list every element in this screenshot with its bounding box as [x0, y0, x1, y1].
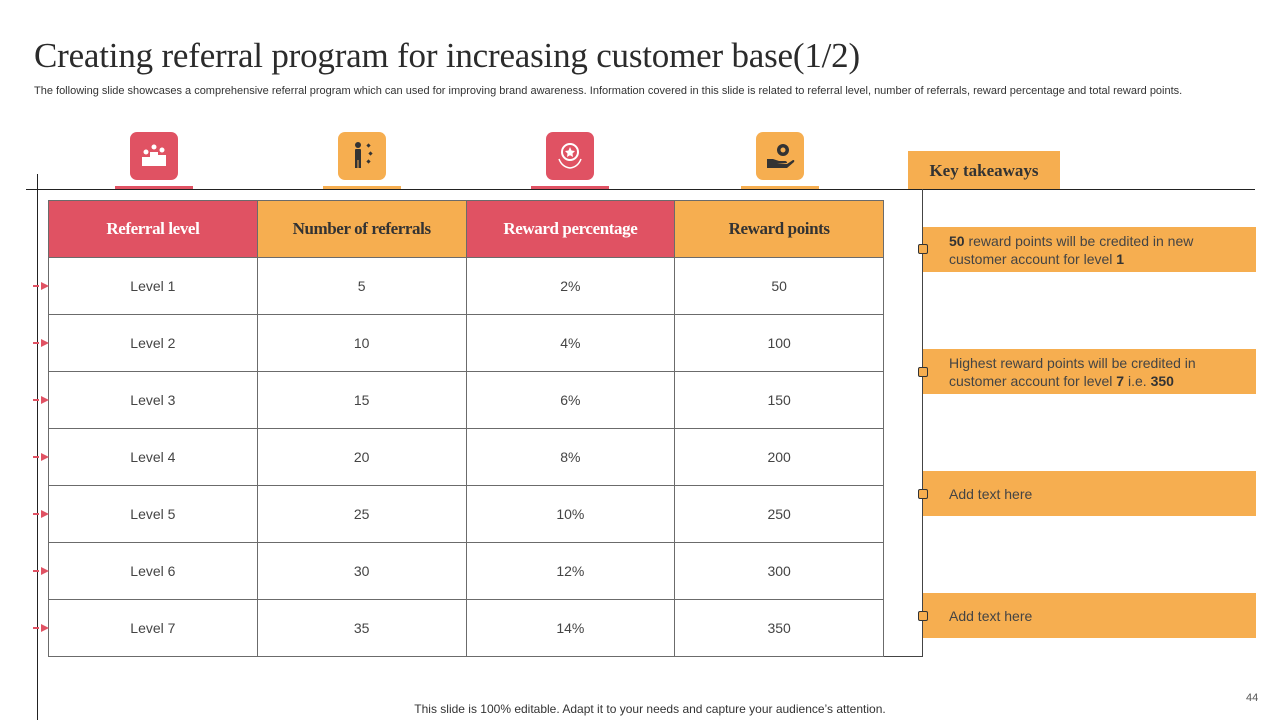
cell-points: 250 — [674, 485, 884, 543]
cell-referrals: 5 — [256, 257, 467, 315]
table-row: Level 7 35 14% 350 — [48, 599, 884, 657]
page-number: 44 — [1246, 692, 1259, 704]
cell-referrals: 15 — [256, 371, 467, 429]
cell-percentage: 12% — [465, 542, 676, 600]
takeaway-bullet-icon — [918, 611, 928, 621]
takeaway-bullet-icon — [918, 367, 928, 377]
cell-level: Level 3 — [48, 371, 258, 429]
takeaway-item: Highest reward points will be credited i… — [923, 349, 1256, 394]
cell-percentage: 6% — [465, 371, 676, 429]
takeaway-bullet-icon — [918, 244, 928, 254]
table-row: Level 1 5 2% 50 — [48, 257, 884, 315]
column-accent-bar — [115, 186, 193, 189]
cell-level: Level 7 — [48, 599, 258, 657]
cell-referrals: 30 — [256, 542, 467, 600]
row-marker-icon — [33, 282, 49, 290]
takeaway-bullet-icon — [918, 489, 928, 499]
takeaway-item: Add text here — [923, 593, 1256, 638]
header-reward-percentage: Reward percentage — [465, 200, 676, 258]
cell-points: 100 — [674, 314, 884, 372]
slide-title: Creating referral program for increasing… — [34, 36, 860, 75]
referral-table: Referral level Number of referrals Rewar… — [48, 200, 884, 657]
cell-referrals: 35 — [256, 599, 467, 657]
takeaways-divider — [922, 189, 923, 657]
takeaway-text: Highest reward points will be credited i… — [949, 354, 1196, 389]
takeaway-item: 50 reward points will be credited in new… — [923, 227, 1256, 272]
cell-points: 350 — [674, 599, 884, 657]
vertical-divider — [37, 174, 38, 720]
row-marker-icon — [33, 339, 49, 347]
cell-referrals: 10 — [256, 314, 467, 372]
header-number-of-referrals: Number of referrals — [256, 200, 467, 258]
row-marker-icon — [33, 624, 49, 632]
cell-level: Level 1 — [48, 257, 258, 315]
hand-gear-icon — [756, 132, 804, 180]
footer-note: This slide is 100% editable. Adapt it to… — [414, 702, 886, 716]
cell-points: 50 — [674, 257, 884, 315]
cell-level: Level 2 — [48, 314, 258, 372]
table-row: Level 6 30 12% 300 — [48, 542, 884, 600]
divider-tick — [883, 656, 923, 657]
horizontal-divider — [26, 189, 1255, 190]
cell-points: 200 — [674, 428, 884, 486]
cell-percentage: 8% — [465, 428, 676, 486]
header-referral-level: Referral level — [48, 200, 258, 258]
slide-subtitle: The following slide showcases a comprehe… — [34, 85, 1183, 97]
table-row: Level 3 15 6% 150 — [48, 371, 884, 429]
takeaway-text: Add text here — [949, 485, 1033, 502]
cell-percentage: 10% — [465, 485, 676, 543]
table-row: Level 2 10 4% 100 — [48, 314, 884, 372]
table-header-row: Referral level Number of referrals Rewar… — [48, 200, 884, 258]
key-takeaways-title: Key takeaways — [908, 151, 1060, 190]
column-accent-bar — [323, 186, 401, 189]
cell-points: 150 — [674, 371, 884, 429]
cell-percentage: 2% — [465, 257, 676, 315]
cell-percentage: 4% — [465, 314, 676, 372]
row-marker-icon — [33, 396, 49, 404]
table-row: Level 5 25 10% 250 — [48, 485, 884, 543]
takeaway-item: Add text here — [923, 471, 1256, 516]
takeaway-text: Add text here — [949, 607, 1033, 624]
cell-referrals: 20 — [256, 428, 467, 486]
cell-points: 300 — [674, 542, 884, 600]
row-marker-icon — [33, 453, 49, 461]
row-marker-icon — [33, 567, 49, 575]
cell-level: Level 4 — [48, 428, 258, 486]
person-steps-icon — [338, 132, 386, 180]
cell-level: Level 6 — [48, 542, 258, 600]
takeaway-text: 50 reward points will be credited in new… — [949, 232, 1194, 267]
column-accent-bar — [531, 186, 609, 189]
cell-percentage: 14% — [465, 599, 676, 657]
cell-level: Level 5 — [48, 485, 258, 543]
cell-referrals: 25 — [256, 485, 467, 543]
award-badge-icon — [546, 132, 594, 180]
row-marker-icon — [33, 510, 49, 518]
podium-icon — [130, 132, 178, 180]
column-accent-bar — [741, 186, 819, 189]
table-row: Level 4 20 8% 200 — [48, 428, 884, 486]
header-reward-points: Reward points — [674, 200, 884, 258]
